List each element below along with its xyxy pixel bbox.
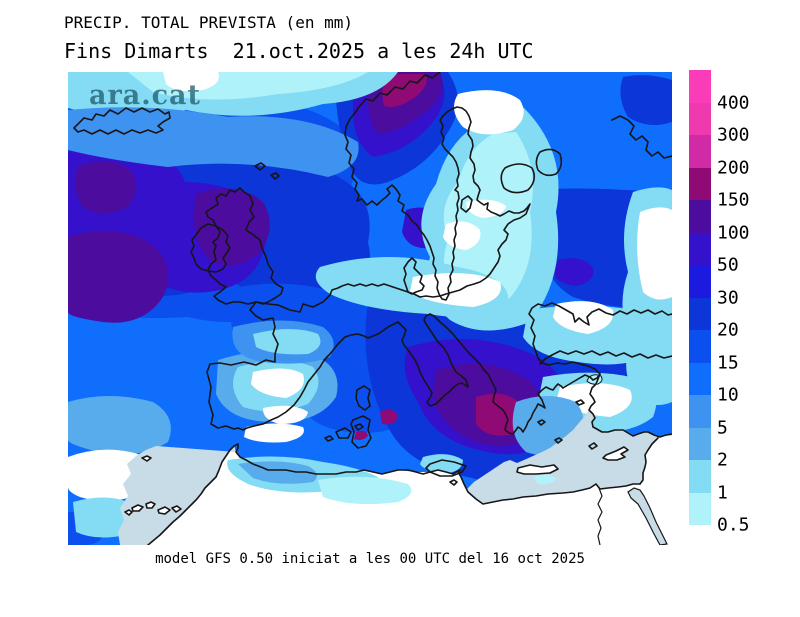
island-mallorca bbox=[335, 427, 352, 439]
page-subtitle: Fins Dimarts 21.oct.2025 a les 24h UTC bbox=[64, 39, 534, 63]
nile-river bbox=[597, 487, 603, 546]
europe-precipitation-map bbox=[68, 71, 673, 546]
island-aegean-1 bbox=[537, 419, 546, 426]
model-run-caption: model GFS 0.50 iniciat a les 00 UTC del … bbox=[155, 551, 585, 567]
coastlines bbox=[73, 71, 673, 546]
watermark-logo: ara.cat bbox=[89, 80, 202, 111]
island-crete bbox=[516, 464, 559, 475]
island-corsica bbox=[355, 385, 371, 411]
island-menorca bbox=[354, 423, 364, 431]
island-sicily bbox=[425, 459, 467, 477]
lake-ladoga bbox=[500, 163, 536, 194]
legend-label-20: 20 bbox=[717, 319, 739, 341]
precipitation-colorbar bbox=[689, 70, 711, 525]
island-malta bbox=[449, 479, 458, 486]
coast-continental-europe bbox=[206, 294, 673, 438]
legend-segment-1 bbox=[689, 102, 711, 135]
coast-white-sea bbox=[611, 115, 673, 159]
legend-segment-5 bbox=[689, 232, 711, 265]
island-shetland bbox=[270, 172, 280, 180]
legend-segment-4 bbox=[689, 200, 711, 233]
island-gotland bbox=[460, 195, 473, 213]
coast-scandinavia bbox=[329, 71, 531, 301]
island-madeira bbox=[141, 455, 152, 462]
island-canary-1 bbox=[131, 504, 144, 512]
island-canary-3 bbox=[157, 506, 171, 515]
legend-segment-8 bbox=[689, 330, 711, 363]
island-canary-2 bbox=[145, 501, 156, 509]
island-lesbos bbox=[575, 399, 585, 406]
legend-segment-6 bbox=[689, 265, 711, 298]
legend-label-1: 1 bbox=[717, 482, 728, 503]
legend-segment-9 bbox=[689, 362, 711, 395]
coast-great-britain bbox=[205, 187, 284, 305]
legend-segment-11 bbox=[689, 427, 711, 460]
coast-iceland bbox=[73, 107, 171, 135]
coast-black-sea-north bbox=[528, 302, 673, 375]
island-faroe bbox=[254, 162, 266, 171]
legend-label-10: 10 bbox=[717, 384, 739, 406]
coast-levant bbox=[639, 437, 659, 485]
coast-north-africa bbox=[147, 443, 641, 546]
lake-onega bbox=[535, 148, 563, 177]
coast-black-sea-south bbox=[539, 350, 673, 365]
coast-denmark bbox=[403, 257, 425, 295]
legend-segment-10 bbox=[689, 395, 711, 428]
coast-ireland bbox=[190, 223, 231, 273]
colorbar-labels: 400 300 200 150 100 50 30 20 15 10 5 2 1 0.5 bbox=[689, 70, 750, 536]
legend-label-2: 2 bbox=[717, 449, 728, 471]
precipitation-field bbox=[68, 72, 672, 545]
legend-label-50: 50 bbox=[717, 254, 739, 276]
legend-label-100: 100 bbox=[717, 222, 750, 243]
legend-segment-13 bbox=[689, 492, 711, 525]
legend-label-30: 30 bbox=[717, 287, 739, 308]
legend-label-400: 400 bbox=[717, 92, 750, 113]
legend-segment-2 bbox=[689, 135, 711, 168]
dry-sea-atlantic bbox=[118, 446, 236, 545]
island-aegean-2 bbox=[554, 437, 563, 444]
island-canary-4 bbox=[171, 505, 182, 513]
island-ibiza bbox=[324, 435, 334, 442]
island-cyprus bbox=[602, 446, 629, 461]
dry-sea-east-med bbox=[466, 410, 672, 504]
map-canvas bbox=[68, 71, 673, 546]
page-title: PRECIP. TOTAL PREVISTA (en mm) bbox=[64, 13, 353, 32]
island-sardinia bbox=[350, 415, 372, 449]
island-canary-5 bbox=[124, 509, 133, 516]
legend-label-150: 150 bbox=[717, 189, 750, 211]
island-rhodes bbox=[588, 442, 598, 450]
legend-label-15: 15 bbox=[717, 352, 739, 373]
legend-label-300: 300 bbox=[717, 124, 750, 146]
red-sea bbox=[627, 487, 668, 546]
legend-label-0.5: 0.5 bbox=[717, 514, 750, 536]
legend-label-200: 200 bbox=[717, 157, 750, 178]
legend-segment-12 bbox=[689, 460, 711, 493]
legend-segment-7 bbox=[689, 297, 711, 330]
dry-regions bbox=[118, 410, 672, 545]
legend-segment-3 bbox=[689, 167, 711, 200]
legend-label-5: 5 bbox=[717, 417, 728, 438]
legend-segment-0 bbox=[689, 70, 711, 103]
